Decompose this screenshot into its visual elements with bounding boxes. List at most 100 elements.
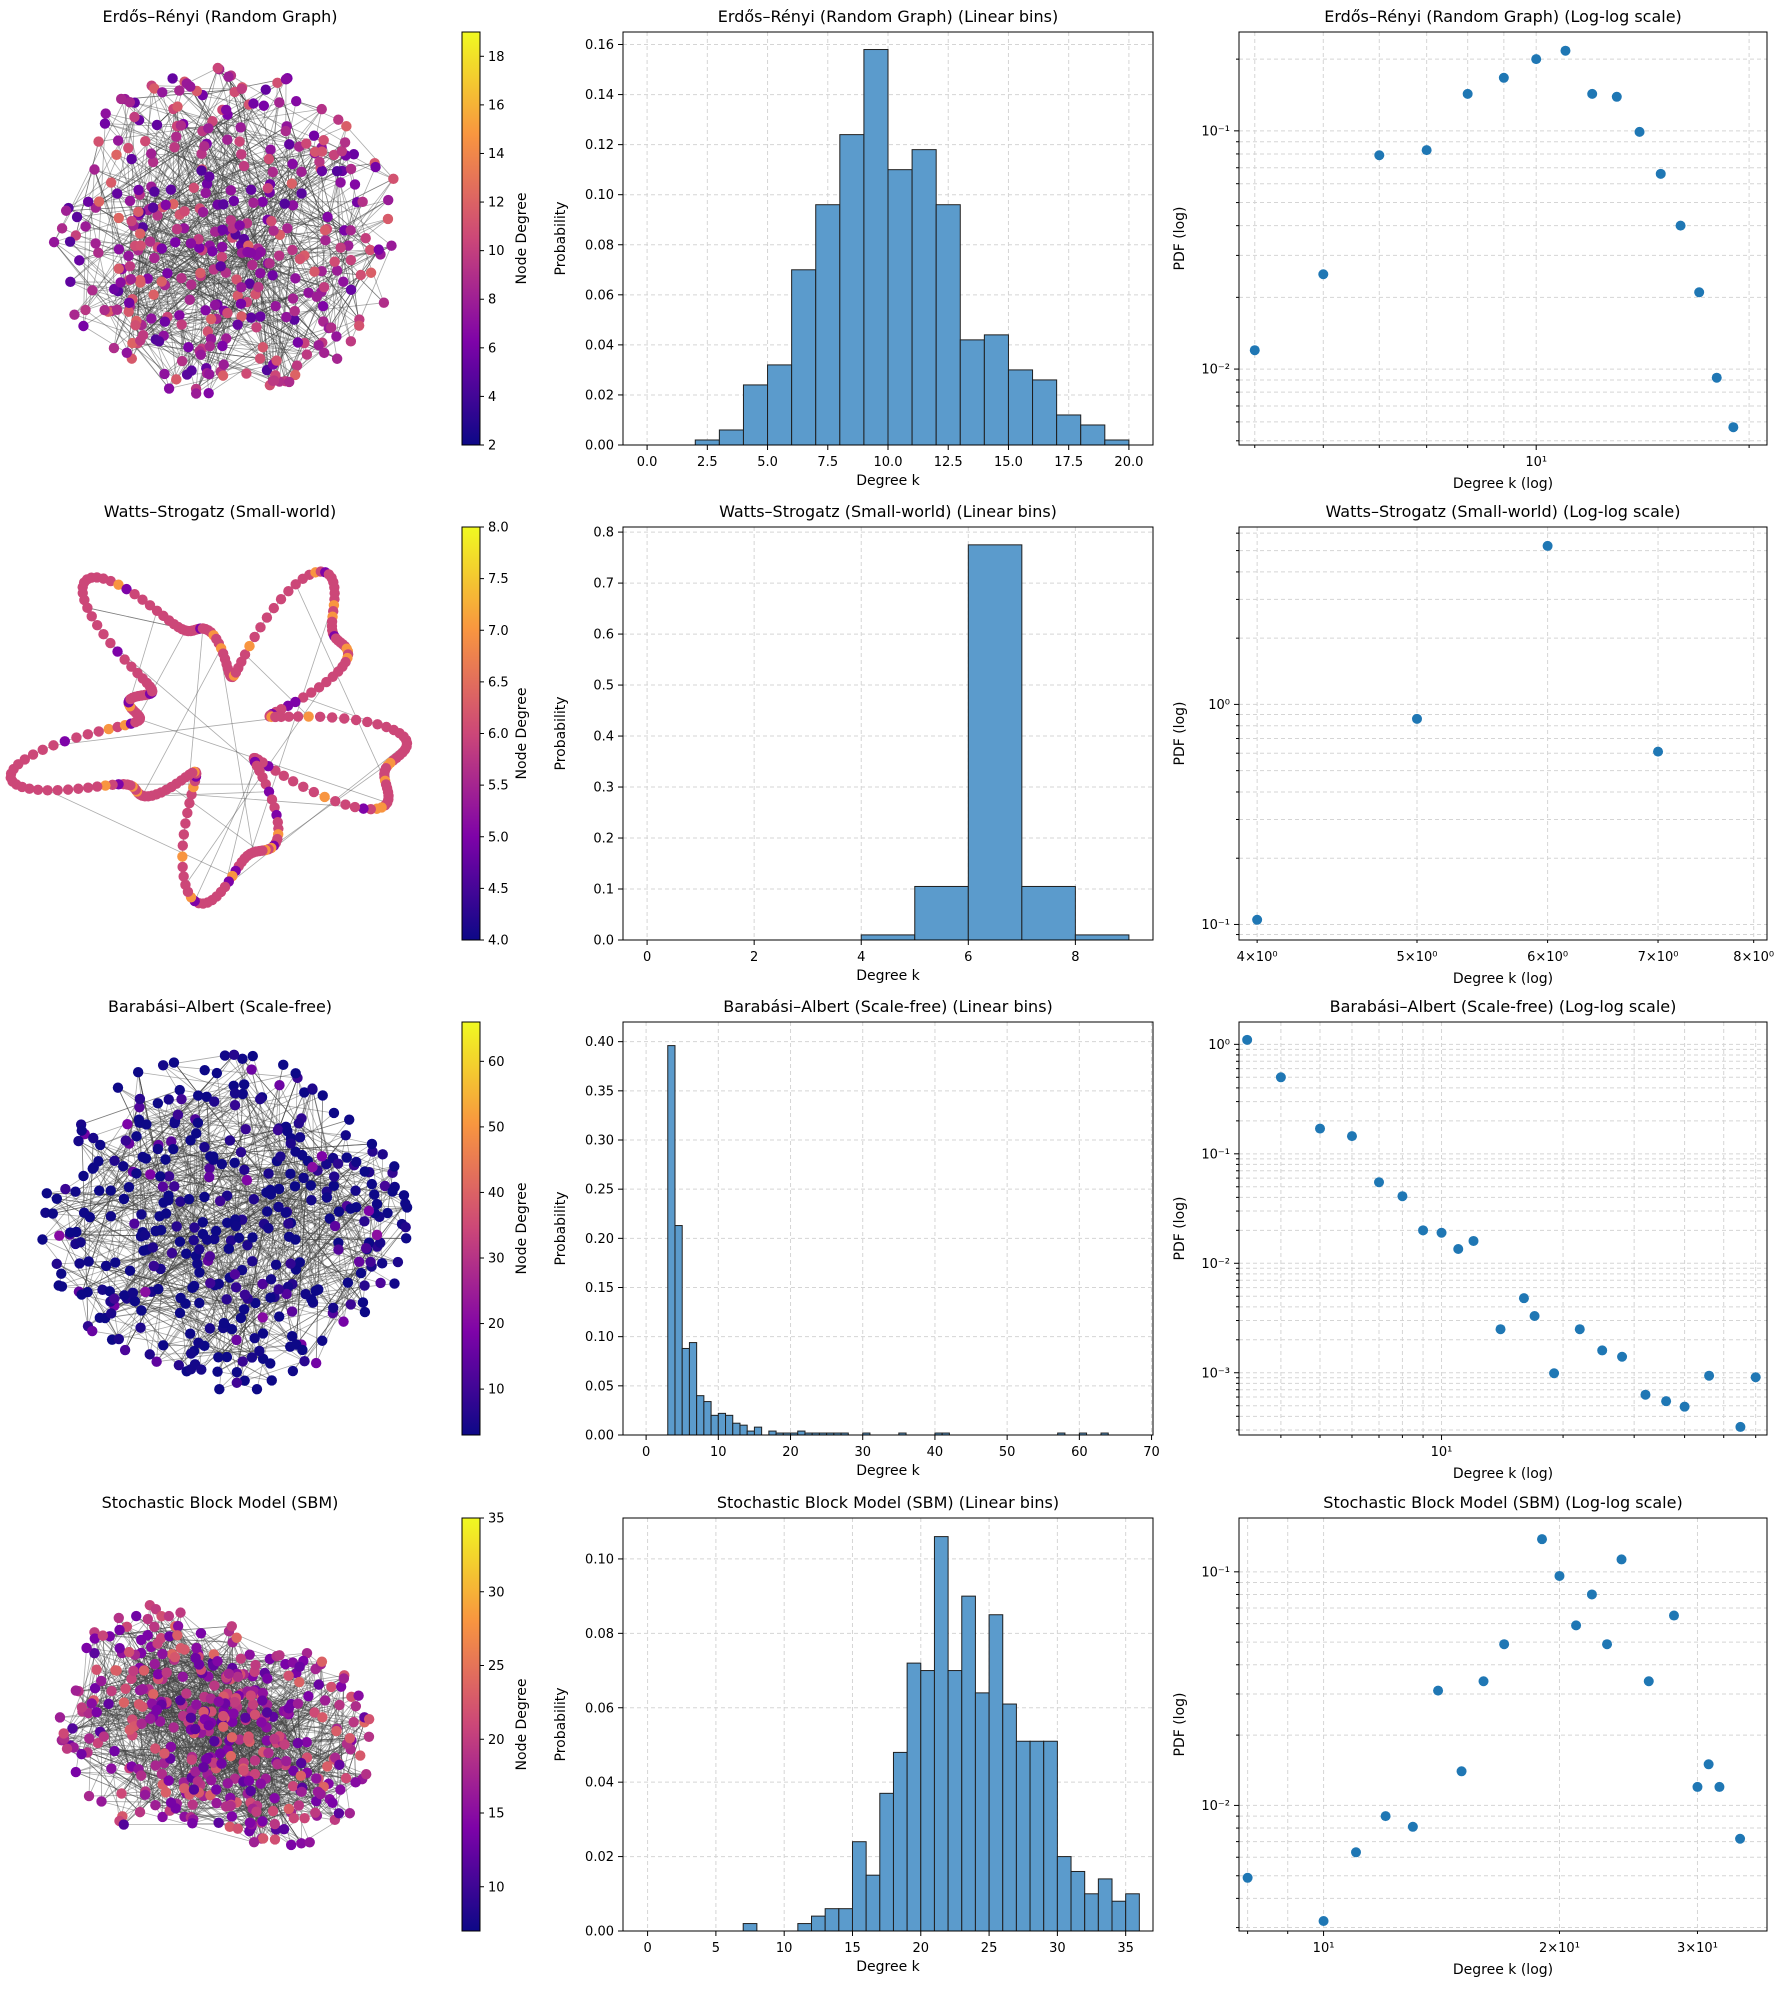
network-edge [81,1707,354,1723]
network-node [275,711,287,723]
network-edge [251,1764,340,1828]
histogram-bar [681,1347,690,1436]
network-edge [172,1119,196,1150]
network-edge [75,1771,275,1799]
network-edge [86,1647,142,1724]
network-node [360,233,371,244]
network-edge [204,1137,301,1198]
network-node [70,1186,81,1197]
y-tick-label: 0.35 [585,1084,614,1099]
network-edge [56,1198,148,1250]
network-node [108,283,120,295]
network-edge [184,219,231,229]
network-node [266,1375,277,1386]
network-node [78,1170,89,1182]
colorbar-label: Node Degree [514,193,530,285]
network-node [263,1223,274,1234]
histogram-bar [1080,424,1106,446]
network-edge [236,1302,314,1341]
network-node [229,1088,241,1099]
network-edge [152,126,287,208]
network-edge [89,1216,164,1346]
network-node [126,153,137,165]
data-point [1750,1372,1761,1383]
network-node [108,342,120,354]
network-node [221,1351,233,1363]
network-edge [81,1294,224,1329]
network-node [389,1161,400,1172]
network-edge [218,1194,375,1358]
network-node [245,184,257,196]
network-edge [333,1185,349,1283]
x-axis-label: Degree k (log) [1453,1466,1553,1482]
network-edge [262,143,307,348]
network-edge [129,306,206,311]
network-edge [262,346,325,354]
network-edge [104,1317,253,1358]
network-node [329,1220,341,1232]
network-edge [145,1143,372,1159]
network-edge [153,1260,253,1267]
network-node [348,149,360,160]
network-node [152,1143,164,1155]
network-edge [148,75,232,211]
network-node [99,304,110,316]
network-edge [85,226,151,242]
network-node [248,98,259,109]
network-edge [197,1768,244,1782]
network-node [217,340,228,352]
histogram-bar [746,1430,755,1436]
network-edge [132,1292,191,1334]
network-node [237,1356,248,1367]
network-edge [292,1226,406,1372]
network-edge [218,1758,335,1824]
network-edge [252,1675,285,1712]
network-node [159,316,171,327]
network-edge [190,79,287,244]
network-edge [379,1154,384,1243]
data-point [1436,1227,1447,1238]
network-edge [87,1098,141,1293]
network-edge [189,1675,345,1795]
network-edge [208,317,252,394]
colorbar-tick-label: 14 [488,147,505,162]
network-node [362,716,373,728]
network-edge [191,1698,237,1760]
network-node [123,250,134,262]
network-node [286,1306,298,1317]
network-edge [117,193,326,241]
network-node [294,1257,306,1268]
network-edge [117,193,326,241]
network-edge [316,1782,356,1817]
network-node [144,1349,155,1360]
network-node [365,267,377,278]
network-node [274,1079,285,1091]
network-node [184,294,195,305]
network-node [359,1216,370,1227]
network-node [239,649,251,660]
network-edge [200,1633,255,1692]
network-edge [148,209,163,249]
network-edge [144,1234,275,1298]
network-node [106,1308,117,1319]
network-edge [150,1701,219,1720]
network-node [263,786,275,797]
network-node [196,1364,207,1375]
network-node [349,801,361,813]
network-edge [230,1240,381,1284]
data-point [1252,914,1263,925]
network-edge [144,140,232,233]
network-node [345,284,357,296]
network-node [379,1180,391,1192]
network-node [235,1147,247,1158]
network-edge [337,1242,344,1322]
network-node [319,791,330,803]
x-tick-label: 6×10⁰ [1527,950,1568,965]
network-edge [123,1140,231,1200]
network-node [329,256,340,267]
network-edge [208,358,261,394]
network-node [366,1138,378,1150]
network-edge [78,1675,227,1692]
network-node [183,342,194,353]
network-edge [173,1727,255,1843]
